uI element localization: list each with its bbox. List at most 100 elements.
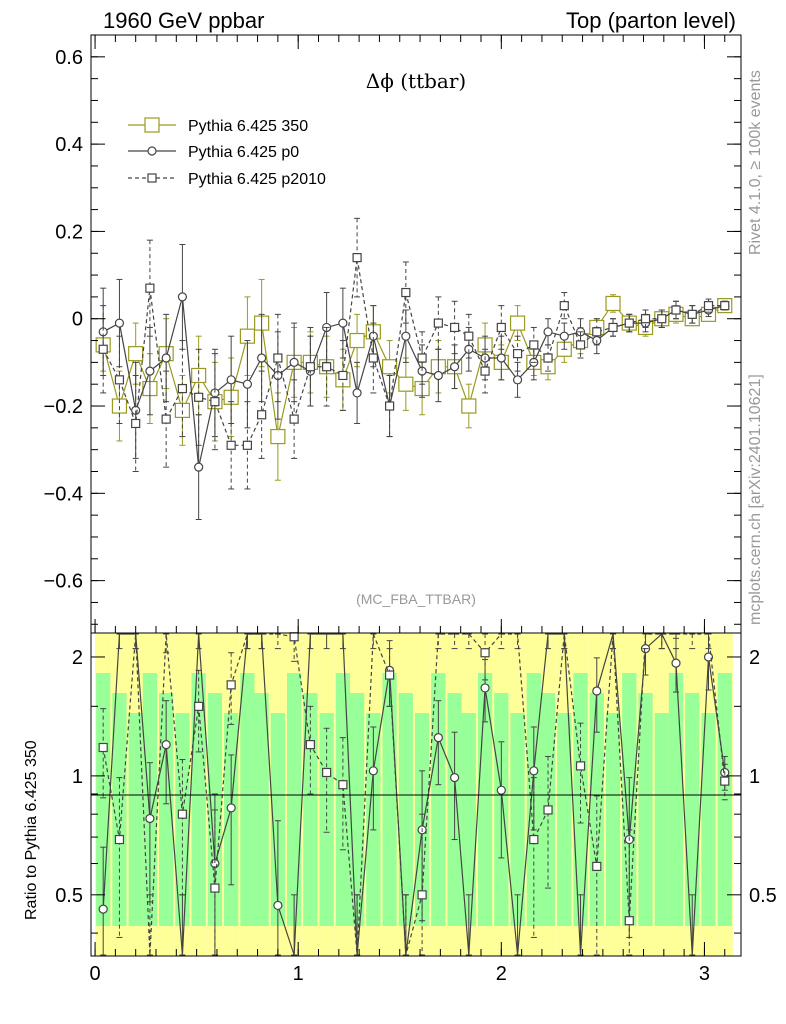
series-p2010-point bbox=[433, 318, 443, 328]
ratio-ytick-label: 2 bbox=[72, 647, 83, 669]
legend-item-p0: Pythia 6.425 p0 bbox=[128, 144, 299, 161]
main-panel: −0.6 −0.4 −0.2 0 0.2 0.4 0.6 Δϕ (ttbar) (MC_FB… bbox=[44, 34, 742, 634]
header-right: Top (parton level) bbox=[566, 8, 736, 33]
series-p0-point bbox=[145, 366, 155, 376]
ratio-p2010-point bbox=[575, 761, 586, 771]
ratio-series-layer bbox=[98, 632, 730, 956]
ratio-xtick-label: 2 bbox=[496, 963, 507, 985]
series-350-point bbox=[509, 315, 526, 331]
ratio-frame bbox=[90, 632, 742, 957]
series-p0-point bbox=[449, 362, 460, 372]
ratio-band-green bbox=[398, 693, 413, 926]
legend-label-350: Pythia 6.425 350 bbox=[188, 118, 308, 135]
series-p2010-point bbox=[114, 375, 125, 385]
series-p0-point bbox=[161, 353, 171, 363]
main-ytick-label: −0.2 bbox=[44, 396, 83, 418]
ratio-xtick-label: 0 bbox=[90, 963, 101, 985]
ratio-p0-point bbox=[433, 733, 443, 743]
ratio-band-green bbox=[573, 673, 588, 926]
series-p2010-point bbox=[480, 366, 490, 376]
ratio-p2010-point bbox=[194, 701, 204, 711]
ratio-p0-line bbox=[102, 633, 726, 956]
ratio-p2010-point bbox=[417, 890, 427, 900]
series-p2010-point bbox=[368, 353, 378, 363]
series-350-point bbox=[398, 376, 414, 392]
ratio-p2010-point bbox=[226, 680, 236, 690]
ratio-p0-point bbox=[671, 658, 681, 668]
series-p2010-point bbox=[640, 314, 651, 324]
series-p2010-point bbox=[131, 418, 141, 429]
series-p2010-point bbox=[512, 349, 523, 359]
series-p2010-point bbox=[352, 253, 362, 263]
series-350-point bbox=[270, 428, 286, 445]
ratio-ytick-label-right: 2 bbox=[749, 647, 760, 669]
ratio-band-green bbox=[191, 673, 206, 926]
ratio-ytick-label-right: 1 bbox=[749, 766, 760, 788]
ratio-p2010-point bbox=[338, 780, 348, 790]
ratio-p2010-point bbox=[592, 861, 602, 872]
series-p0-point bbox=[289, 357, 299, 367]
ratio-p0-point bbox=[529, 766, 539, 776]
ratio-p2010-point bbox=[543, 805, 553, 815]
series-p2010-point bbox=[608, 322, 618, 333]
series-p2010-point bbox=[464, 331, 474, 341]
mcplots-label: mcplots.cern.ch [arXiv:2401.10621] bbox=[747, 374, 764, 625]
series-p2010-point bbox=[575, 340, 586, 350]
series-p0-point bbox=[226, 375, 236, 385]
ratio-p0-point bbox=[703, 652, 714, 662]
ratio-band-green bbox=[701, 713, 716, 926]
ratio-panel: 0.5 0.5 1 1 2 2 0 1 2 3 Ratio to Pythia 6.425 35… bbox=[23, 35, 777, 985]
ratio-band-green bbox=[510, 713, 525, 926]
ratio-x-ticks: 0 1 2 3 bbox=[90, 35, 726, 985]
series-p0-point bbox=[114, 318, 125, 328]
series-p2010-point bbox=[210, 397, 220, 407]
ratio-band-green bbox=[240, 673, 255, 926]
series-p2010-point bbox=[177, 383, 188, 394]
ratio-p2010-line bbox=[102, 633, 726, 956]
ratio-band-green bbox=[128, 713, 143, 926]
series-p0-point bbox=[177, 292, 188, 302]
series-350-point bbox=[381, 359, 398, 375]
series-p2010-point bbox=[449, 322, 460, 333]
ratio-p2010-point bbox=[98, 742, 108, 753]
ratio-band-green bbox=[638, 693, 653, 926]
series-p0-point bbox=[352, 388, 362, 398]
series-p0-point bbox=[496, 353, 506, 363]
ratio-p2010-point bbox=[177, 809, 188, 819]
series-p2010-point bbox=[687, 309, 697, 319]
ratio-band-green bbox=[382, 673, 397, 926]
series-p2010-point bbox=[226, 440, 236, 450]
ratio-p2010-point bbox=[210, 883, 220, 893]
series-p2010-point bbox=[401, 287, 411, 298]
series-p2010-point bbox=[657, 314, 667, 324]
ratio-y-ticks: 0.5 0.5 1 1 2 2 bbox=[55, 647, 777, 934]
ratio-p0-point bbox=[368, 766, 378, 776]
series-p2010-point bbox=[703, 301, 714, 311]
series-p2010-point bbox=[671, 305, 681, 315]
series-350-point bbox=[174, 402, 191, 418]
series-p2010-point bbox=[98, 344, 108, 354]
series-p2010-point bbox=[529, 340, 539, 350]
ratio-band-green bbox=[668, 673, 684, 926]
ratio-p0-point bbox=[496, 785, 506, 795]
series-p0-point bbox=[559, 331, 569, 341]
ratio-p2010-point bbox=[480, 648, 490, 658]
ratio-band-green bbox=[287, 673, 302, 926]
series-p2010-point bbox=[417, 353, 427, 363]
ratio-y-axis-label: Ratio to Pythia 6.425 350 bbox=[23, 740, 40, 920]
series-p2010-point bbox=[720, 301, 730, 311]
series-350-point bbox=[128, 346, 144, 362]
ratio-p0-point bbox=[449, 773, 460, 783]
series-p2010-point bbox=[384, 401, 395, 411]
series-p2010-point bbox=[322, 362, 332, 372]
series-p0-point bbox=[194, 462, 204, 472]
ratio-p0-point bbox=[273, 900, 283, 911]
series-p0-point bbox=[433, 370, 443, 381]
ratio-p2010-point bbox=[305, 740, 315, 750]
ratio-p0-point bbox=[145, 813, 155, 824]
series-350-point bbox=[349, 332, 365, 349]
main-ytick-label: 0 bbox=[72, 309, 83, 331]
ratio-p0-point bbox=[480, 683, 490, 693]
rivet-version-label: Rivet 4.1.0, ≥ 100k events bbox=[747, 70, 764, 255]
series-350-point bbox=[605, 295, 621, 312]
